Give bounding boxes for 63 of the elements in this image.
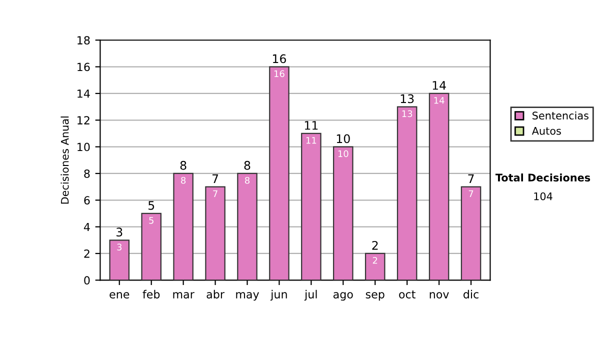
bar bbox=[141, 212, 162, 280]
total-label: 16 bbox=[273, 54, 286, 64]
bar bbox=[301, 132, 322, 280]
y-tick-label: 0 bbox=[84, 276, 90, 285]
y-tick-label: 14 bbox=[78, 90, 90, 98]
data-label: 14 bbox=[434, 97, 444, 104]
data-label: 5 bbox=[149, 217, 154, 224]
x-tick-label: ago bbox=[333, 292, 353, 301]
y-tick-label: 12 bbox=[78, 116, 90, 124]
total-label: 14 bbox=[432, 81, 446, 90]
total-label: 8 bbox=[244, 160, 250, 170]
x-tick-label: mar bbox=[173, 292, 194, 298]
x-tick-label: feb bbox=[142, 290, 160, 298]
x-tick-label: dic bbox=[464, 290, 478, 298]
y-tick-label: 4 bbox=[84, 222, 90, 232]
y-tick-label: 2 bbox=[84, 249, 90, 258]
data-label: 7 bbox=[468, 190, 474, 198]
total-label: 5 bbox=[148, 201, 154, 210]
y-axis-title: Decisiones Anual bbox=[60, 116, 69, 204]
y-tick-label: 10 bbox=[78, 142, 90, 152]
x-tick-label: oct bbox=[399, 290, 416, 298]
total-label: 13 bbox=[400, 94, 414, 104]
text: Total Decisiones bbox=[495, 173, 590, 182]
x-tick-label: sep bbox=[366, 292, 384, 301]
y-tick-label: 18 bbox=[78, 36, 90, 44]
y-tick-label: 16 bbox=[78, 62, 90, 72]
total-label: 3 bbox=[116, 228, 122, 237]
x-tick-label: abr bbox=[206, 290, 224, 298]
total-label: 7 bbox=[468, 174, 474, 184]
total-label: 7 bbox=[212, 174, 218, 184]
x-tick-label: may bbox=[236, 292, 260, 301]
bar bbox=[109, 240, 130, 280]
bar bbox=[364, 252, 386, 280]
bar bbox=[333, 146, 354, 280]
bar bbox=[428, 92, 450, 280]
total-label: 11 bbox=[304, 121, 318, 130]
x-tick-label: ene bbox=[110, 292, 130, 298]
data-label: 10 bbox=[338, 150, 348, 158]
bar bbox=[205, 186, 226, 280]
data-label: 3 bbox=[117, 244, 122, 250]
bar bbox=[396, 106, 418, 280]
data-label: 8 bbox=[244, 176, 250, 184]
data-label: 7 bbox=[213, 190, 218, 198]
x-tick-label: jul bbox=[304, 290, 317, 301]
bar bbox=[237, 172, 258, 280]
total-label: 10 bbox=[336, 134, 350, 144]
x-tick-label: jun bbox=[270, 290, 287, 301]
data-label: 11 bbox=[306, 137, 316, 144]
data-label: 13 bbox=[402, 110, 412, 118]
data-label: 2 bbox=[372, 256, 378, 264]
data-label: 8 bbox=[181, 176, 186, 184]
legend-label: Sentencias bbox=[532, 111, 588, 120]
x-tick-label: nov bbox=[430, 292, 449, 298]
total-label: 2 bbox=[372, 240, 378, 250]
bar bbox=[460, 186, 482, 280]
data-label: 16 bbox=[274, 70, 284, 78]
bar bbox=[269, 66, 290, 280]
text: 104 bbox=[534, 192, 552, 200]
y-tick-label: 6 bbox=[84, 196, 90, 205]
bar bbox=[173, 172, 194, 280]
total-label: 8 bbox=[180, 160, 186, 170]
y-tick-label: 8 bbox=[84, 169, 90, 178]
legend-label: Autos bbox=[532, 127, 561, 135]
